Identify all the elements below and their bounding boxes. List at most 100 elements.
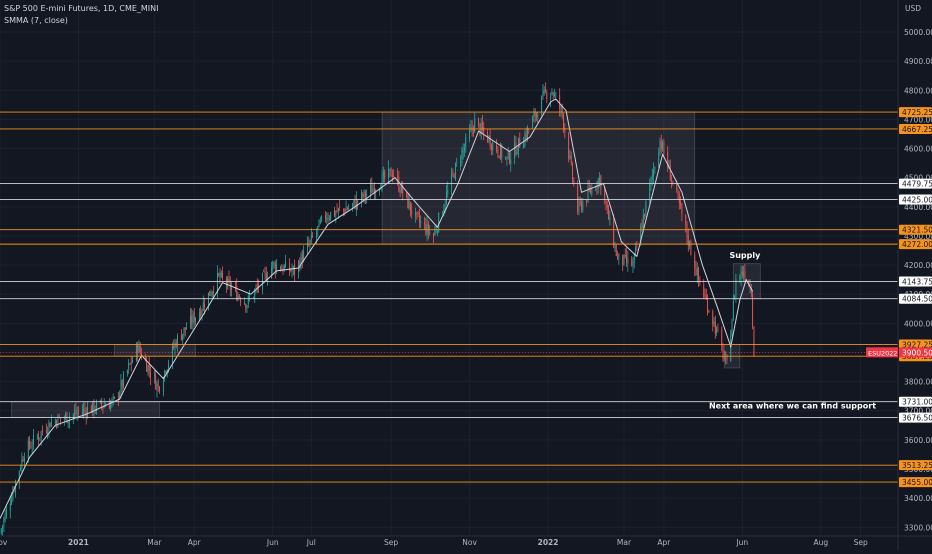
candle-body — [743, 272, 745, 277]
candle-body — [741, 271, 743, 276]
candle-body — [21, 458, 23, 469]
candle-body — [298, 261, 299, 273]
candle-body — [105, 405, 106, 407]
candle-body — [577, 184, 579, 213]
candle-body — [382, 172, 384, 176]
candle-body — [442, 213, 444, 215]
zone-rect — [381, 111, 696, 245]
candle-body — [604, 188, 606, 200]
candle-body — [51, 421, 52, 427]
candle-body — [366, 194, 368, 196]
candle-body — [681, 203, 683, 215]
candle-body — [438, 213, 440, 232]
candle-body — [2, 525, 4, 529]
candle-body — [263, 271, 265, 273]
candle-body — [90, 407, 92, 413]
candle-body — [130, 362, 132, 364]
x-tick-label: Jul — [306, 538, 316, 547]
candle-body — [346, 208, 348, 210]
candle-body — [689, 241, 691, 247]
x-tick-label: Nov — [0, 538, 8, 547]
candle-body — [363, 190, 365, 198]
candle-body — [696, 268, 698, 276]
indicator-label: SMMA (7, close) — [4, 16, 68, 25]
level-label: 3513.25 — [902, 461, 932, 470]
candle-body — [9, 503, 11, 511]
candle-body — [713, 321, 715, 326]
candle-body — [274, 263, 276, 272]
candle-body — [192, 313, 194, 324]
candle-body — [355, 199, 357, 209]
candle-body — [344, 209, 346, 214]
level-label-bg — [899, 239, 932, 250]
x-tick-label: Aug — [813, 538, 828, 547]
candle-body — [291, 270, 293, 272]
candle-body — [38, 436, 40, 440]
candle-body — [121, 380, 123, 387]
candle-body — [409, 201, 411, 212]
candle-body — [617, 257, 618, 258]
candle-body — [579, 201, 581, 203]
candle-body — [677, 191, 679, 196]
candle-body — [157, 384, 159, 387]
level-label-bg — [899, 477, 932, 488]
candle-body — [469, 130, 471, 139]
candle-body — [114, 397, 115, 398]
candle-body — [321, 215, 323, 220]
y-tick-label: 4600.00 — [904, 145, 932, 154]
candle-body — [348, 208, 350, 209]
level-label: 4321.50 — [902, 226, 932, 235]
candle-body — [370, 185, 371, 193]
candle-body — [316, 231, 317, 238]
candle-body — [147, 365, 149, 374]
level-label-bg — [899, 224, 932, 235]
candle-body — [354, 200, 356, 209]
candle-body — [573, 180, 575, 185]
candle-body — [642, 214, 644, 228]
candle-body — [645, 200, 647, 216]
candle-body — [3, 518, 5, 526]
candle-body — [397, 175, 398, 178]
candle-body — [139, 345, 141, 353]
candle-body — [519, 138, 521, 148]
candle-body — [126, 370, 128, 374]
candle-body — [705, 295, 707, 300]
candle-body — [234, 286, 236, 288]
candle-body — [255, 286, 257, 289]
candle-body — [29, 439, 31, 447]
level-label-bg — [899, 412, 932, 423]
candle-body — [18, 470, 20, 482]
candle-body — [671, 180, 673, 182]
candle-body — [49, 423, 51, 428]
candle-body — [456, 161, 458, 163]
candle-body — [699, 278, 701, 284]
candle-body — [731, 319, 733, 337]
candle-body — [225, 278, 227, 286]
candle-body — [65, 413, 67, 418]
candle-body — [318, 220, 320, 228]
candle-body — [252, 297, 254, 298]
candle-body — [660, 141, 662, 149]
candle-body — [744, 270, 746, 280]
candle-body — [509, 152, 510, 164]
candle-body — [380, 188, 382, 190]
candle-body — [533, 112, 535, 117]
symbol-tag-bg — [866, 347, 898, 358]
candle-body — [626, 255, 627, 263]
candle-body — [165, 371, 167, 374]
candle-body — [148, 364, 150, 371]
candle-body — [716, 327, 718, 333]
candle-body — [551, 91, 553, 94]
y-tick-label: 3700.00 — [904, 407, 932, 416]
candle-body — [703, 284, 705, 297]
candle-body — [730, 336, 732, 362]
candle-body — [42, 430, 43, 432]
candle-body — [245, 304, 247, 309]
candle-body — [301, 254, 303, 263]
candle-body — [312, 235, 314, 237]
candle-body — [472, 128, 474, 132]
annotation-text: Supply — [729, 251, 761, 260]
candle-body — [406, 192, 407, 195]
